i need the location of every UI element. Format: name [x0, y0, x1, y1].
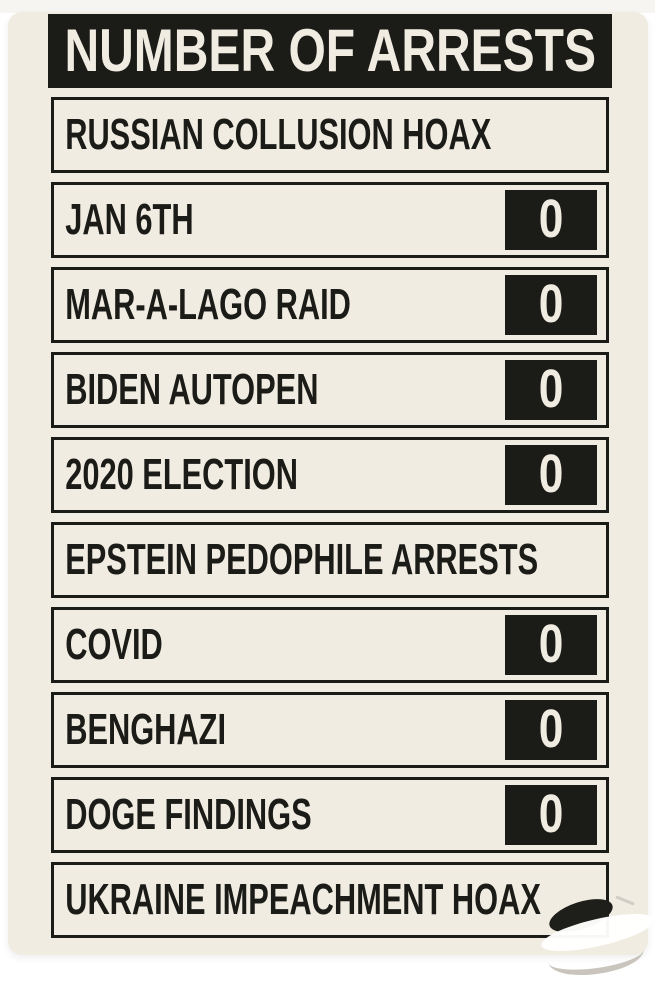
value-box: 0	[505, 190, 597, 250]
value-text: 0	[538, 359, 564, 419]
photo-edge-strip	[0, 0, 655, 13]
table-row: UKRAINE IMPEACHMENT HOAX 0	[51, 862, 609, 938]
arrests-table: NUMBER OF ARRESTS RUSSIAN COLLUSION HOAX…	[48, 14, 612, 938]
row-label: JAN 6TH	[65, 195, 194, 244]
value-text: 0	[538, 274, 564, 334]
value-text: 0	[538, 784, 564, 844]
table-header: NUMBER OF ARRESTS	[48, 14, 612, 88]
table-row: BIDEN AUTOPEN 0	[51, 352, 609, 428]
value-box: 0	[505, 360, 597, 420]
row-label: BENGHAZI	[65, 705, 227, 754]
table-row: 2020 ELECTION 0	[51, 437, 609, 513]
value-text: 0	[538, 699, 564, 759]
row-label: DOGE FINDINGS	[65, 790, 312, 839]
row-label: UKRAINE IMPEACHMENT HOAX	[65, 875, 541, 924]
value-box: 0	[505, 700, 597, 760]
table-row: BENGHAZI 0	[51, 692, 609, 768]
rows: RUSSIAN COLLUSION HOAX 0 JAN 6TH 0 MAR-A…	[48, 97, 612, 938]
row-label: RUSSIAN COLLUSION HOAX	[65, 110, 492, 159]
value-box: 0	[505, 275, 597, 335]
table-title: NUMBER OF ARRESTS	[64, 17, 596, 84]
table-row: COVID 0	[51, 607, 609, 683]
value-box: 0	[505, 785, 597, 845]
table-row: JAN 6TH 0	[51, 182, 609, 258]
row-label: EPSTEIN PEDOPHILE ARRESTS	[65, 535, 539, 584]
row-label: MAR-A-LAGO RAID	[65, 280, 351, 329]
value-text: 0	[538, 189, 564, 249]
value-box: 0	[505, 445, 597, 505]
photo-card: NUMBER OF ARRESTS RUSSIAN COLLUSION HOAX…	[8, 12, 648, 955]
value-text: 0	[538, 444, 564, 504]
table-row: EPSTEIN PEDOPHILE ARRESTS 0	[51, 522, 609, 598]
table-row: MAR-A-LAGO RAID 0	[51, 267, 609, 343]
row-label: BIDEN AUTOPEN	[65, 365, 319, 414]
table-row: DOGE FINDINGS 0	[51, 777, 609, 853]
table-row: RUSSIAN COLLUSION HOAX 0	[51, 97, 609, 173]
row-label: COVID	[65, 620, 163, 669]
value-text: 0	[538, 614, 564, 674]
value-box: 0	[505, 615, 597, 675]
row-label: 2020 ELECTION	[65, 450, 298, 499]
